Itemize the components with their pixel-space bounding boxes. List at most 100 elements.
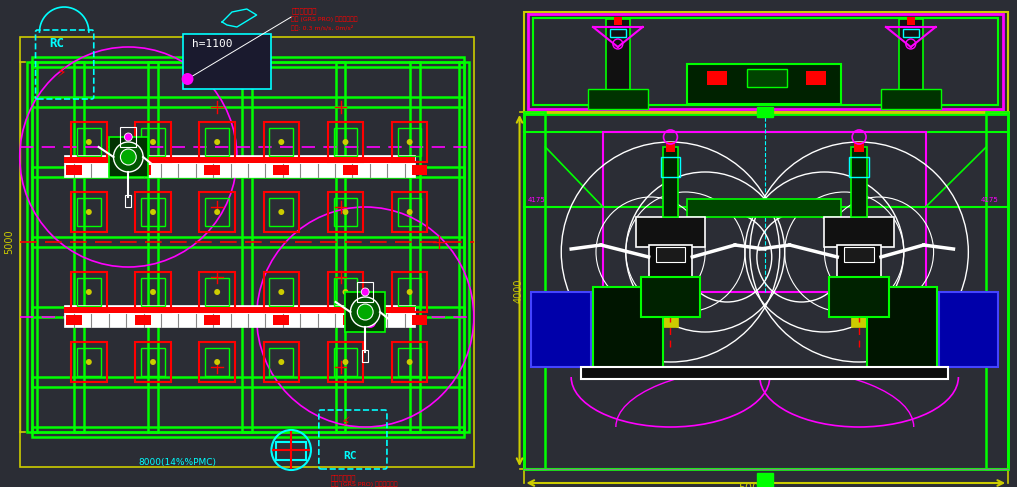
Text: 压缩空气供应: 压缩空气供应 — [291, 7, 316, 14]
Bar — [77, 198, 101, 226]
Bar — [141, 198, 165, 226]
Text: 附件 (GRS PRO) 初口直度上体: 附件 (GRS PRO) 初口直度上体 — [291, 17, 358, 22]
Bar — [757, 473, 773, 487]
Bar — [199, 122, 235, 162]
Bar — [274, 165, 289, 175]
Text: 8000(14%%PMC): 8000(14%%PMC) — [138, 458, 217, 467]
Bar — [636, 217, 705, 247]
Bar — [410, 62, 420, 432]
Bar — [524, 112, 545, 469]
Bar — [524, 12, 1008, 112]
Bar — [205, 278, 229, 306]
Bar — [64, 305, 415, 327]
Bar — [199, 272, 235, 312]
Text: ⚡: ⚡ — [341, 416, 350, 430]
Bar — [327, 122, 363, 162]
Bar — [32, 97, 464, 107]
Circle shape — [343, 359, 349, 365]
Bar — [687, 199, 841, 217]
Circle shape — [114, 142, 143, 172]
Circle shape — [364, 316, 376, 328]
Text: 附件 (GRS PRO) 初口直度上体: 附件 (GRS PRO) 初口直度上体 — [331, 482, 398, 487]
Bar — [334, 198, 357, 226]
Circle shape — [85, 139, 92, 145]
Text: 4175: 4175 — [528, 197, 545, 203]
Bar — [125, 195, 131, 207]
Circle shape — [215, 289, 220, 295]
Bar — [242, 62, 252, 432]
Bar — [334, 278, 357, 306]
Bar — [593, 287, 662, 372]
Bar — [610, 29, 625, 37]
Bar — [199, 192, 235, 232]
Circle shape — [85, 289, 92, 295]
Bar — [26, 62, 37, 432]
Bar — [77, 348, 101, 376]
Bar — [398, 198, 421, 226]
Bar — [392, 272, 427, 312]
Bar — [277, 442, 306, 460]
Bar — [357, 282, 373, 302]
Bar — [135, 192, 171, 232]
Bar — [660, 157, 680, 177]
Circle shape — [279, 359, 285, 365]
Bar — [71, 122, 107, 162]
Bar — [806, 71, 827, 85]
Bar — [412, 315, 427, 325]
Bar — [141, 278, 165, 306]
Bar — [334, 348, 357, 376]
Bar — [665, 142, 675, 152]
Bar — [746, 69, 786, 87]
Bar — [903, 29, 918, 37]
Circle shape — [182, 73, 193, 85]
Circle shape — [279, 139, 285, 145]
Circle shape — [215, 139, 220, 145]
Bar — [854, 142, 864, 152]
Bar — [270, 348, 293, 376]
Bar — [398, 348, 421, 376]
Bar — [109, 137, 148, 177]
Bar — [205, 348, 229, 376]
Bar — [336, 62, 346, 432]
Text: 压缩空气供应: 压缩空气供应 — [331, 474, 356, 481]
Bar — [74, 62, 83, 432]
Text: RC: RC — [344, 451, 357, 461]
Bar — [662, 207, 678, 327]
Bar — [829, 277, 889, 317]
Bar — [588, 89, 648, 109]
Circle shape — [343, 289, 349, 295]
Bar — [524, 114, 1008, 469]
Bar — [641, 277, 701, 317]
Bar — [199, 342, 235, 382]
Bar — [135, 272, 171, 312]
Bar — [392, 192, 427, 232]
Circle shape — [343, 139, 349, 145]
Circle shape — [407, 359, 413, 365]
Bar — [398, 128, 421, 156]
Bar — [64, 307, 415, 313]
Bar — [529, 14, 1003, 109]
Bar — [687, 64, 841, 104]
Bar — [32, 377, 464, 387]
Bar — [19, 37, 474, 467]
Bar — [649, 245, 693, 277]
Circle shape — [407, 209, 413, 215]
Bar — [205, 128, 229, 156]
Bar — [77, 278, 101, 306]
Bar — [141, 128, 165, 156]
Bar — [881, 89, 941, 109]
Bar — [532, 292, 591, 367]
Circle shape — [124, 133, 132, 141]
Circle shape — [215, 359, 220, 365]
Circle shape — [357, 304, 373, 320]
Bar — [581, 367, 949, 379]
Circle shape — [361, 288, 369, 296]
Bar — [270, 128, 293, 156]
Bar — [204, 165, 220, 175]
Bar — [851, 207, 868, 327]
Bar — [986, 112, 1008, 469]
Bar — [662, 147, 678, 217]
Bar — [868, 287, 937, 372]
Bar — [135, 315, 152, 325]
Circle shape — [151, 209, 156, 215]
